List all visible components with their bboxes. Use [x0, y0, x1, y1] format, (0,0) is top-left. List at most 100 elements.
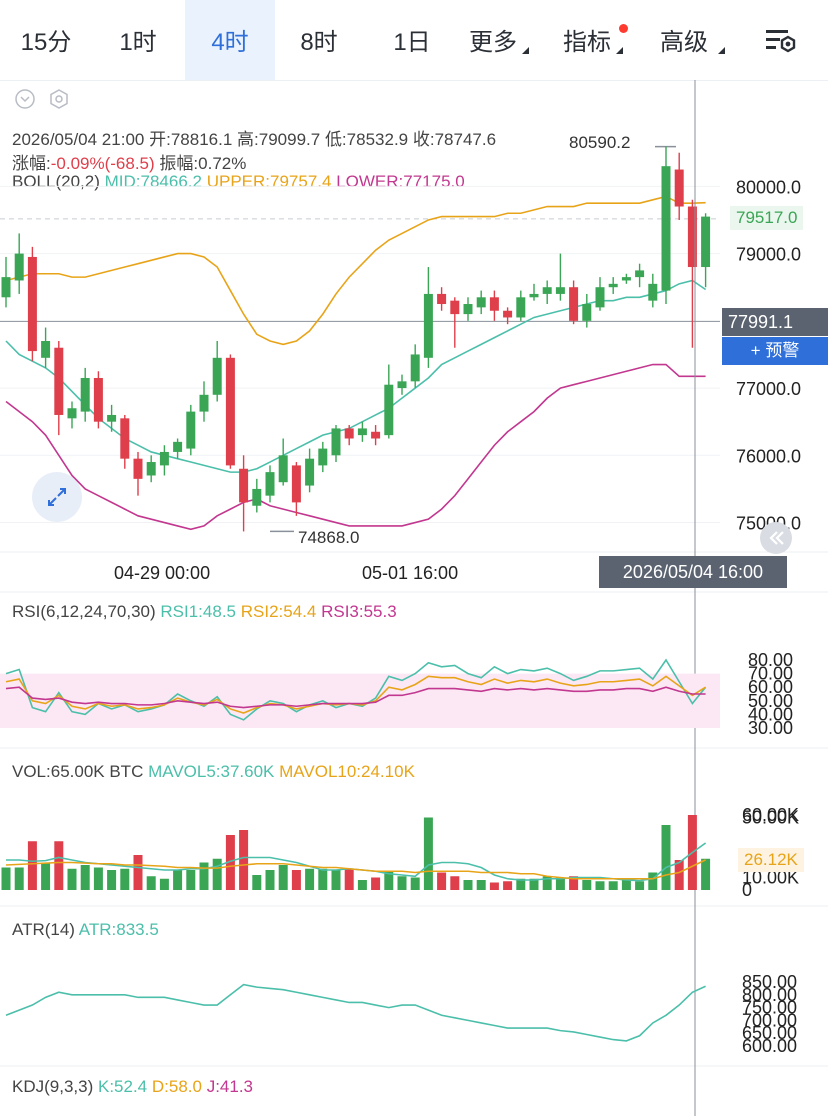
volume-bar: [357, 880, 367, 890]
rsi-axis-label: 80.00: [748, 650, 793, 670]
boll-name: BOLL(20,2): [12, 172, 100, 191]
volume-bar: [1, 867, 11, 890]
volume-bar: [146, 876, 156, 890]
volume-bar: [503, 881, 513, 890]
collapse-left-icon[interactable]: [760, 522, 792, 554]
volume-bar: [674, 860, 684, 890]
candle-body: [133, 458, 143, 479]
indicator-notification-dot: [619, 24, 628, 33]
rsi-band: [0, 673, 720, 728]
rsi-line-2: [5, 675, 707, 714]
crosshair-date-tag: 2026/05/04 16:00: [599, 556, 787, 588]
candle-body: [173, 441, 183, 452]
candle-body: [582, 304, 592, 321]
candle-body: [529, 293, 539, 298]
chart-settings-icon[interactable]: [760, 24, 800, 58]
candle-body: [278, 455, 288, 483]
candle-body: [648, 283, 658, 301]
volume-tag: 26.12K: [738, 848, 804, 872]
expand-icon[interactable]: [32, 472, 82, 522]
volume-bar: [133, 855, 143, 890]
crosshair-price-tag: 77991.1: [722, 308, 828, 336]
dropdown-triangle-icon: [522, 47, 529, 54]
candle-body: [120, 418, 130, 459]
price-axis-label: 79000.0: [736, 245, 801, 265]
candle-body: [595, 287, 605, 308]
atr-line: [5, 983, 706, 1042]
atr-axis-label: 850.00: [742, 972, 797, 992]
volume-bar: [278, 865, 288, 890]
candle-body: [1, 277, 11, 298]
volume-bar: [595, 881, 605, 890]
volume-bar: [93, 867, 103, 890]
boll-lower-line: [5, 363, 706, 531]
candle-body: [463, 304, 473, 315]
volume-bar: [397, 876, 407, 890]
candle-body: [661, 166, 671, 291]
volume-bar: [14, 867, 24, 890]
candle-body: [107, 414, 117, 422]
ohlc-high: 79099.7: [258, 130, 321, 149]
atr-value: ATR:833.5: [78, 920, 159, 939]
ohlc-change: -0.09%(-68.5): [50, 154, 155, 173]
tab-1[interactable]: 1时: [119, 29, 157, 56]
tab-4[interactable]: 1日: [393, 29, 431, 56]
ohlc-low: 78532.9: [346, 130, 409, 149]
volume-bar: [516, 878, 526, 890]
volume-bar: [450, 876, 460, 890]
rsi-legend: RSI(6,12,24,70,30) RSI1:48.5 RSI2:54.4 R…: [12, 602, 397, 622]
candle-body: [80, 377, 90, 412]
volume-bar: [318, 868, 328, 890]
candle-body: [371, 431, 381, 439]
tab-2[interactable]: 4时: [185, 0, 275, 80]
rsi-axis-label: 60.00: [748, 677, 793, 697]
volume-bar: [529, 878, 539, 890]
volume-bar: [555, 877, 565, 890]
candle-body: [27, 256, 37, 352]
rsi2-value: RSI2:54.4: [240, 602, 317, 621]
candle-body: [344, 428, 354, 439]
boll-upper-line: [5, 195, 706, 346]
ohlc-open: 78816.1: [170, 130, 233, 149]
volume-bar: [344, 868, 354, 890]
mavol5-value: MAVOL5:37.60K: [148, 762, 275, 781]
tab-6[interactable]: 指标: [563, 29, 611, 56]
timeframe-tabs: 15分 1时 4时 8时 1日 更多 指标 高级: [0, 0, 828, 81]
candle-body: [212, 357, 222, 395]
candle-body: [291, 465, 301, 503]
candle-body: [384, 384, 394, 436]
volume-bar: [173, 870, 183, 890]
boll-lower: LOWER:77175.0: [336, 172, 465, 191]
atr-axis-label: 800.00: [742, 985, 797, 1005]
hexagon-settings-icon[interactable]: [48, 88, 70, 110]
candle-body: [225, 357, 235, 466]
volume-bar: [384, 871, 394, 890]
volume-bar: [41, 862, 51, 890]
rsi-axis-label: 70.00: [748, 664, 793, 684]
boll-mid: MID:78466.2: [104, 172, 202, 191]
volume-bar: [225, 835, 235, 890]
rsi1-value: RSI1:48.5: [160, 602, 236, 621]
volume-bar: [476, 880, 486, 890]
volume-bar: [331, 870, 341, 890]
volume-bar: [621, 880, 631, 890]
candle-body: [54, 347, 64, 415]
ohlc-time: 2026/05/04 21:00: [12, 130, 145, 149]
candle-body: [305, 458, 315, 486]
candle-body: [410, 354, 420, 382]
ohlc-amplitude: 0.72%: [198, 154, 247, 173]
rsi-axis-label: 40.00: [748, 704, 793, 724]
volume-bar: [648, 872, 658, 890]
price-alert-button[interactable]: + 预警: [722, 337, 828, 365]
tab-3[interactable]: 8时: [300, 29, 338, 56]
candle-body: [542, 287, 552, 294]
vol-name: VOL:65.00K BTC: [12, 762, 144, 781]
volume-bar: [661, 825, 671, 890]
tab-0[interactable]: 15分: [20, 29, 72, 56]
candle-body: [674, 169, 684, 207]
tab-7[interactable]: 高级: [660, 29, 708, 56]
tab-5[interactable]: 更多: [469, 29, 517, 56]
kdj-k-value: K:52.4: [97, 1077, 148, 1096]
eye-toggle-icon[interactable]: [14, 88, 36, 110]
volume-bar: [107, 870, 117, 890]
